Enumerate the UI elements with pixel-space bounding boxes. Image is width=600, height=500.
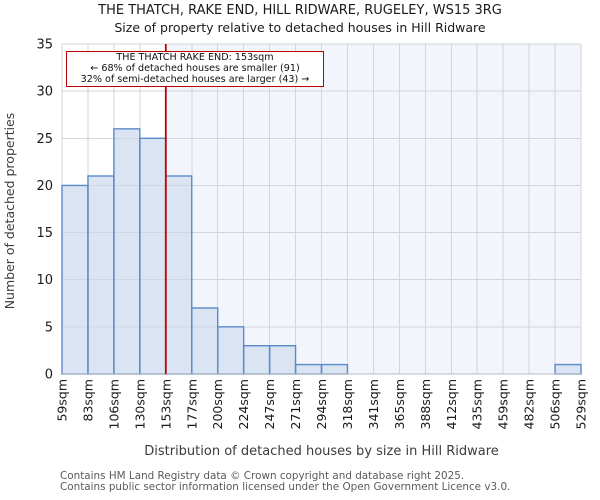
bar-fill xyxy=(269,345,296,374)
x-tick-label: 59sqm xyxy=(55,379,70,422)
bar-fill xyxy=(191,308,218,374)
annotation-smaller-stat: ← 68% of detached houses are smaller (91… xyxy=(90,62,300,74)
bar-fill xyxy=(217,326,244,374)
marker-annotation-box: THE THATCH RAKE END: 153sqm ← 68% of det… xyxy=(66,51,324,87)
x-tick-label: 459sqm xyxy=(496,379,511,429)
bar-fill xyxy=(87,176,114,374)
bar-fill xyxy=(321,364,348,374)
x-tick-label: 341sqm xyxy=(366,379,381,429)
x-tick-label: 388sqm xyxy=(418,379,433,429)
y-tick-label: 25 xyxy=(36,132,53,147)
annotation-larger-stat: 32% of semi-detached houses are larger (… xyxy=(80,73,310,85)
chart-subtitle: Size of property relative to detached ho… xyxy=(114,20,486,35)
bar-fill xyxy=(165,176,192,374)
bar-fill xyxy=(243,345,270,374)
bar-fill xyxy=(555,364,581,374)
bar-fill xyxy=(113,128,140,374)
x-tick-label: 412sqm xyxy=(444,379,459,429)
x-tick-label: 247sqm xyxy=(262,379,277,429)
bar-fill xyxy=(295,364,322,374)
y-tick-label: 20 xyxy=(36,179,53,194)
x-tick-label: 506sqm xyxy=(548,379,563,429)
x-tick-label: 271sqm xyxy=(288,379,303,429)
x-axis-label: Distribution of detached houses by size … xyxy=(144,444,499,459)
x-tick-label: 106sqm xyxy=(106,379,121,429)
y-axis-label: Number of detached properties xyxy=(2,112,17,310)
y-tick-label: 0 xyxy=(45,368,53,383)
x-tick-label: 200sqm xyxy=(210,379,225,429)
annotation-property-size: THE THATCH RAKE END: 153sqm xyxy=(116,52,274,63)
x-tick-label: 482sqm xyxy=(522,379,537,429)
y-tick-label: 30 xyxy=(36,85,53,100)
x-tick-label: 435sqm xyxy=(470,379,485,429)
y-tick-label: 35 xyxy=(36,38,53,53)
y-tick-label: 5 xyxy=(45,320,53,335)
x-tick-label: 224sqm xyxy=(236,379,251,429)
x-tick-label: 365sqm xyxy=(392,379,407,429)
x-tick-label: 177sqm xyxy=(184,379,199,429)
x-tick-label: 318sqm xyxy=(340,379,355,429)
x-tick-label: 153sqm xyxy=(158,379,173,429)
histogram-svg: 0 5 10 15 20 25 30 35 59sqm 83sqm 106sqm 130sqm 153s… xyxy=(36,38,589,430)
y-tick-label: 15 xyxy=(36,226,53,241)
chart-title: THE THATCH, RAKE END, HILL RIDWARE, RUGE… xyxy=(98,3,502,18)
footer-attribution-line1: Contains HM Land Registry data © Crown c… xyxy=(60,470,465,482)
x-tick-label: 130sqm xyxy=(132,379,147,429)
footer-attribution-line2: Contains public sector information licen… xyxy=(60,481,511,493)
bar-fill xyxy=(139,138,166,374)
y-tick-label: 10 xyxy=(36,273,53,288)
x-tick-label: 294sqm xyxy=(314,379,329,429)
x-tick-label: 529sqm xyxy=(574,379,589,429)
x-tick-label: 83sqm xyxy=(80,379,95,422)
